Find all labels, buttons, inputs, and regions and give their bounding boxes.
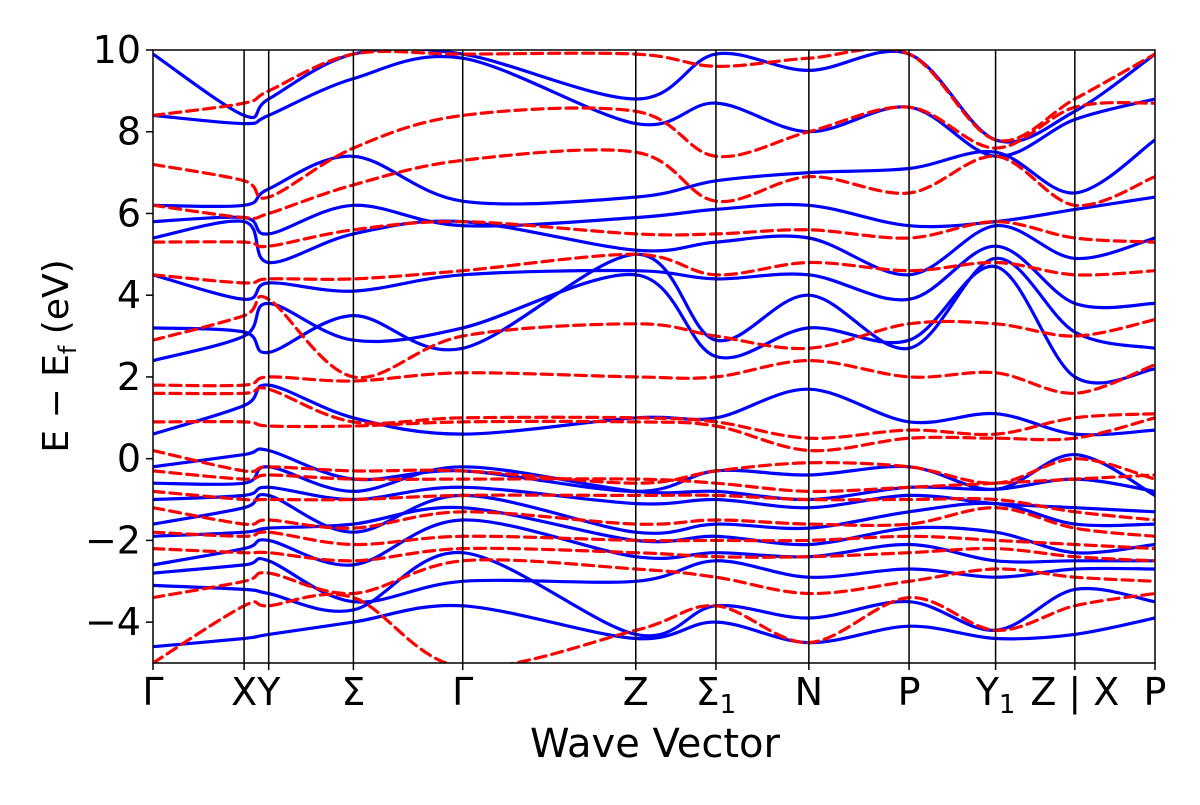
y-axis-label-unit: (eV): [36, 259, 77, 345]
x-tick-label-6: Σ1: [696, 670, 737, 720]
x-tick-label-9: Y1: [975, 670, 1016, 720]
y-tick-label-3: 4: [117, 273, 141, 317]
dashed-band-15: [153, 101, 1155, 200]
dashed-band-16: [153, 50, 1155, 143]
solid-band-9: [153, 383, 1155, 437]
x-tick-label-2: Y: [256, 670, 281, 714]
dashed-band-14: [153, 148, 1155, 220]
plot-frame: [152, 49, 1156, 664]
x-tick-label-5: Z: [623, 670, 649, 714]
y-axis-label: E − Ef (eV): [36, 259, 82, 452]
x-tick-label-7: N: [795, 670, 823, 714]
y-tick-label-4: 2: [117, 355, 141, 399]
dashed-band-9: [153, 386, 1155, 440]
x-tick-label-4: Γ: [452, 670, 473, 714]
x-tick-label-11: P: [1144, 670, 1167, 714]
x-tick-label-0: Γ: [142, 670, 163, 714]
solid-band-15: [153, 138, 1155, 209]
x-ticks-layer: Γ X Y Σ Γ Z Σ1 N P Y1 Z | X P: [142, 663, 1166, 720]
y-tick-label-7: −4: [85, 600, 141, 644]
y-axis-label-sub: f: [54, 345, 82, 354]
y-ticks-layer: 10 8 6 4 2 0 −2 −4: [85, 28, 153, 644]
bands-layer: [153, 50, 1155, 663]
y-tick-label-1: 8: [117, 110, 141, 154]
y-axis-label-main: E − E: [36, 354, 77, 453]
y-tick-label-0: 10: [93, 28, 141, 72]
x-tick-label-3: Σ: [341, 670, 365, 714]
y-tick-label-5: 0: [117, 437, 141, 481]
solid-band-2: [153, 557, 1155, 604]
dashed-band-13: [153, 219, 1155, 249]
x-axis-label: Wave Vector: [530, 721, 781, 767]
dashed-band-11: [153, 294, 1155, 380]
solid-band-17: [153, 50, 1155, 144]
solid-band-10: [153, 264, 1155, 385]
x-tick-label-1: X: [231, 670, 257, 714]
solid-band-11: [153, 252, 1155, 355]
dashed-band-10: [153, 359, 1155, 395]
x-tick-label-10: Z | X: [1030, 670, 1119, 715]
dashed-band-8: [153, 416, 1155, 453]
x-tick-label-8: P: [898, 670, 921, 714]
y-tick-label-2: 6: [117, 191, 141, 235]
y-tick-label-6: −2: [85, 518, 141, 562]
kpoint-lines-layer: [243, 50, 1076, 663]
solid-band-8: [153, 447, 1155, 497]
